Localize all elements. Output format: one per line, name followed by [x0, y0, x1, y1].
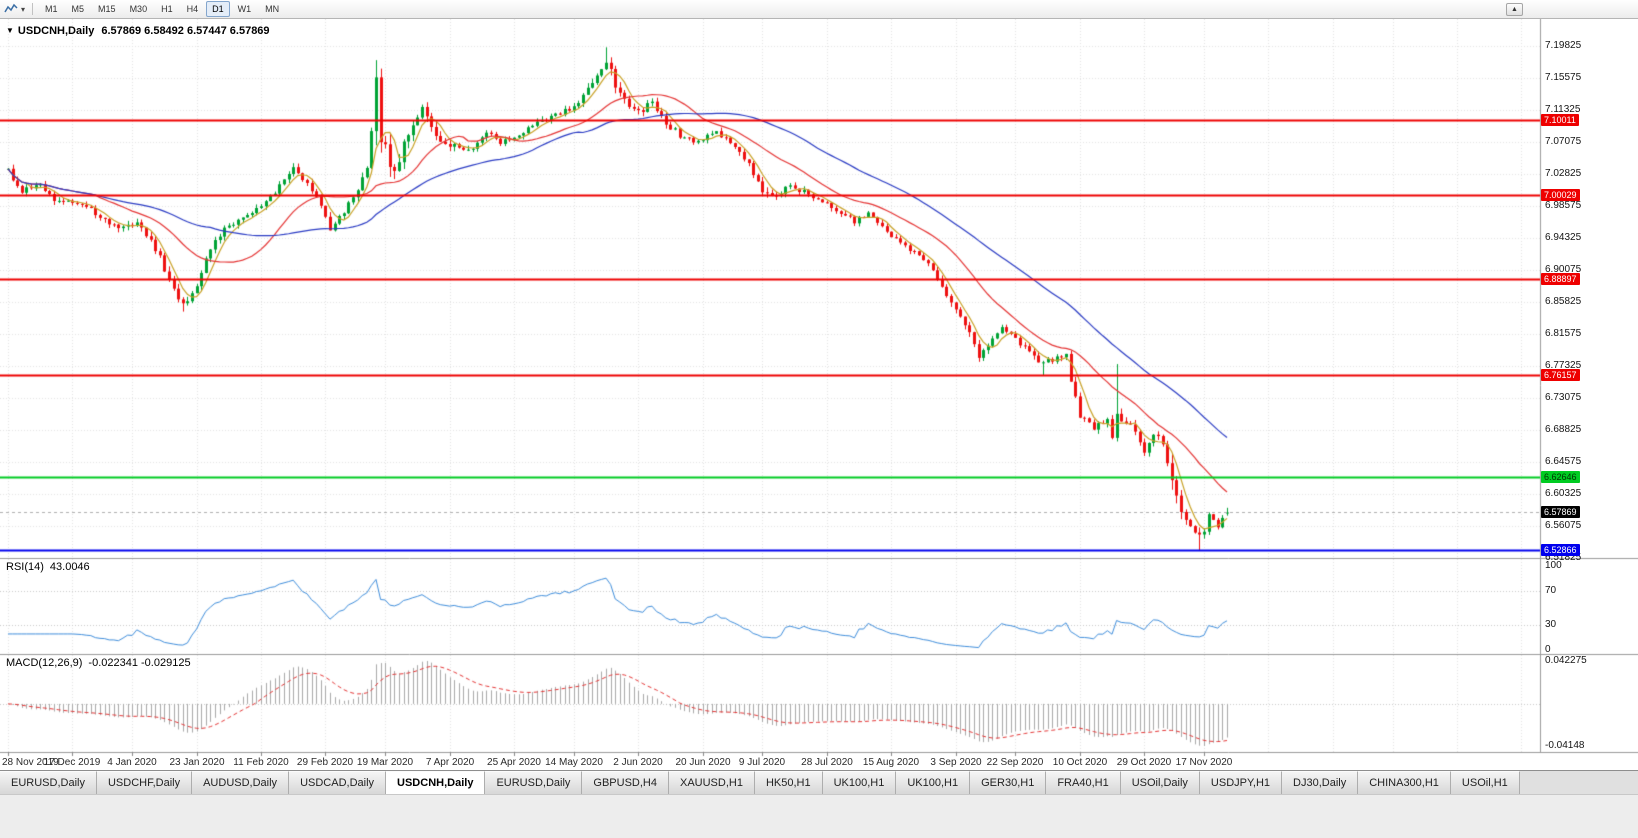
- date-axis-label: 28 Nov 2019: [2, 757, 59, 768]
- date-axis-label: 2 Jun 2020: [613, 757, 663, 768]
- chart-tools-icon[interactable]: [3, 3, 19, 15]
- chart-tab-fra40-h1[interactable]: FRA40,H1: [1046, 771, 1121, 794]
- chart-tab-usdchf-daily[interactable]: USDCHF,Daily: [96, 771, 193, 794]
- hline-price-tag[interactable]: 6.76157: [1541, 369, 1580, 381]
- price-axis-label: 6.98575: [1545, 200, 1582, 211]
- date-axis-label: 9 Jul 2020: [738, 757, 786, 768]
- macd-values: -0.022341 -0.029125: [88, 657, 191, 669]
- price-axis-label: 6.73075: [1545, 392, 1582, 403]
- price-axis-label: 6.60325: [1545, 488, 1582, 499]
- price-chart-canvas[interactable]: [0, 19, 1638, 770]
- macd-indicator-label: MACD(12,26,9) -0.022341 -0.029125: [6, 657, 191, 669]
- chart-window: ▼ USDCNH,Daily 6.57869 6.58492 6.57447 6.5…: [0, 19, 1638, 770]
- timeframe-button-d1[interactable]: D1: [206, 1, 230, 17]
- price-axis-label: 6.81575: [1545, 328, 1582, 339]
- rsi-name: RSI(14): [6, 561, 44, 573]
- price-axis-label: 7.07075: [1545, 136, 1582, 147]
- date-axis-label: 23 Jan 2020: [169, 757, 225, 768]
- date-axis-label: 29 Feb 2020: [296, 757, 354, 768]
- chart-tab-uk100-h1[interactable]: UK100,H1: [822, 771, 897, 794]
- price-axis-label: 7.11325: [1545, 104, 1581, 115]
- date-axis-label: 28 Jul 2020: [801, 757, 853, 768]
- date-axis-label: 17 Dec 2019: [43, 757, 101, 768]
- timeframe-button-w1[interactable]: W1: [237, 4, 252, 14]
- chart-tab-usdcad-daily[interactable]: USDCAD,Daily: [289, 771, 387, 794]
- price-axis-label: 6.77325: [1545, 360, 1582, 371]
- macd-name: MACD(12,26,9): [6, 657, 83, 669]
- hline-price-tag[interactable]: 7.10011: [1541, 114, 1579, 126]
- chart-tab-eurusd-daily[interactable]: EURUSD,Daily: [485, 771, 583, 794]
- date-axis-label: 17 Nov 2020: [1175, 757, 1233, 768]
- current-price-tag: 6.57869: [1541, 506, 1580, 518]
- date-axis-label: 29 Oct 2020: [1116, 757, 1172, 768]
- rsi-axis-label: 100: [1545, 560, 1562, 571]
- price-axis-label: 6.68825: [1545, 424, 1582, 435]
- date-axis-label: 3 Sep 2020: [930, 757, 982, 768]
- status-bar: [0, 794, 1638, 838]
- chart-tab-xauusd-h1[interactable]: XAUUSD,H1: [668, 771, 755, 794]
- date-axis-label: 20 Jun 2020: [675, 757, 731, 768]
- rsi-axis-label: 30: [1545, 619, 1557, 630]
- hline-price-tag[interactable]: 7.00029: [1541, 189, 1580, 201]
- scroll-up-button[interactable]: ▲: [1506, 3, 1523, 16]
- chart-title: ▼ USDCNH,Daily 6.57869 6.58492 6.57447 6.5…: [6, 25, 270, 37]
- toolbar-separator: [32, 3, 34, 15]
- date-axis-label: 15 Aug 2020: [862, 757, 920, 768]
- price-axis-label: 6.56075: [1545, 520, 1582, 531]
- date-axis-label: 4 Jan 2020: [107, 757, 157, 768]
- chart-tab-audusd-daily[interactable]: AUDUSD,Daily: [192, 771, 290, 794]
- chart-tab-hk50-h1[interactable]: HK50,H1: [754, 771, 823, 794]
- timeframe-toolbar: ▾ M1 M5 M15 M30 H1 H4 D1 W1 MN ▲: [0, 0, 1638, 19]
- chart-tab-uk100-h1[interactable]: UK100,H1: [896, 771, 971, 794]
- chart-tab-dj30-daily[interactable]: DJ30,Daily: [1282, 771, 1359, 794]
- rsi-value: 43.0046: [49, 561, 90, 573]
- timeframe-button-m1[interactable]: M1: [45, 4, 58, 14]
- date-axis-label: 22 Sep 2020: [986, 757, 1044, 768]
- chart-title-symbol: USDCNH,Daily: [17, 25, 95, 37]
- timeframe-button-h1[interactable]: H1: [161, 4, 173, 14]
- symbol-tab-bar: EURUSD,Daily USDCHF,Daily AUDUSD,Daily USDC…: [0, 770, 1638, 794]
- macd-axis-label: 0.042275: [1545, 655, 1587, 666]
- timeframe-button-m5[interactable]: M5: [71, 4, 85, 14]
- price-axis-label: 7.19825: [1545, 40, 1582, 51]
- date-axis-label: 10 Oct 2020: [1052, 757, 1108, 768]
- chart-tab-usoil-daily[interactable]: USOil,Daily: [1120, 771, 1200, 794]
- date-axis-label: 14 May 2020: [545, 757, 603, 768]
- timeframe-button-h4[interactable]: H4: [186, 4, 199, 14]
- chart-tab-china300-h1[interactable]: CHINA300,H1: [1358, 771, 1451, 794]
- chart-menu-icon[interactable]: ▼: [6, 26, 14, 35]
- macd-axis-label: -0.04148: [1545, 740, 1585, 751]
- chart-tab-gbpusd-h4[interactable]: GBPUSD,H4: [582, 771, 669, 794]
- price-axis-label: 6.85825: [1545, 296, 1582, 307]
- price-axis-label: 6.51825: [1545, 552, 1582, 563]
- date-axis-label: 19 Mar 2020: [356, 757, 414, 768]
- chart-tab-usoil-h1[interactable]: USOil,H1: [1450, 771, 1520, 794]
- chevron-down-icon[interactable]: ▾: [21, 4, 26, 14]
- price-axis-label: 7.02825: [1545, 168, 1582, 179]
- price-axis-label: 6.94325: [1545, 232, 1582, 243]
- chart-tab-usdcnh-daily[interactable]: USDCNH,Daily: [386, 771, 486, 794]
- chart-tab-eurusd-daily[interactable]: EURUSD,Daily: [0, 771, 97, 794]
- rsi-axis-label: 0: [1545, 644, 1551, 655]
- chart-title-ohlc: 6.57869 6.58492 6.57447 6.57869: [101, 25, 270, 37]
- timeframe-buttons: M1 M5 M15 M30 H1 H4 D1 W1 MN: [39, 1, 285, 17]
- price-axis-label: 6.90075: [1545, 264, 1582, 275]
- timeframe-button-m30[interactable]: M30: [129, 4, 148, 14]
- rsi-indicator-label: RSI(14) 43.0046: [6, 561, 90, 573]
- price-axis-label: 6.64575: [1545, 456, 1582, 467]
- date-axis-label: 25 Apr 2020: [487, 757, 541, 768]
- hline-price-tag[interactable]: 6.62646: [1541, 471, 1580, 483]
- chart-tab-ger30-h1[interactable]: GER30,H1: [970, 771, 1047, 794]
- hline-price-tag[interactable]: 6.88897: [1541, 273, 1580, 285]
- timeframe-button-mn[interactable]: MN: [265, 4, 280, 14]
- hline-price-tag[interactable]: 6.52866: [1541, 544, 1580, 556]
- chart-tab-usdjpy-h1[interactable]: USDJPY,H1: [1199, 771, 1283, 794]
- timeframe-button-m15[interactable]: M15: [98, 4, 116, 14]
- price-axis-label: 7.15575: [1545, 72, 1582, 83]
- date-axis-label: 11 Feb 2020: [233, 757, 289, 768]
- date-axis-label: 7 Apr 2020: [425, 757, 475, 768]
- rsi-axis-label: 70: [1545, 585, 1557, 596]
